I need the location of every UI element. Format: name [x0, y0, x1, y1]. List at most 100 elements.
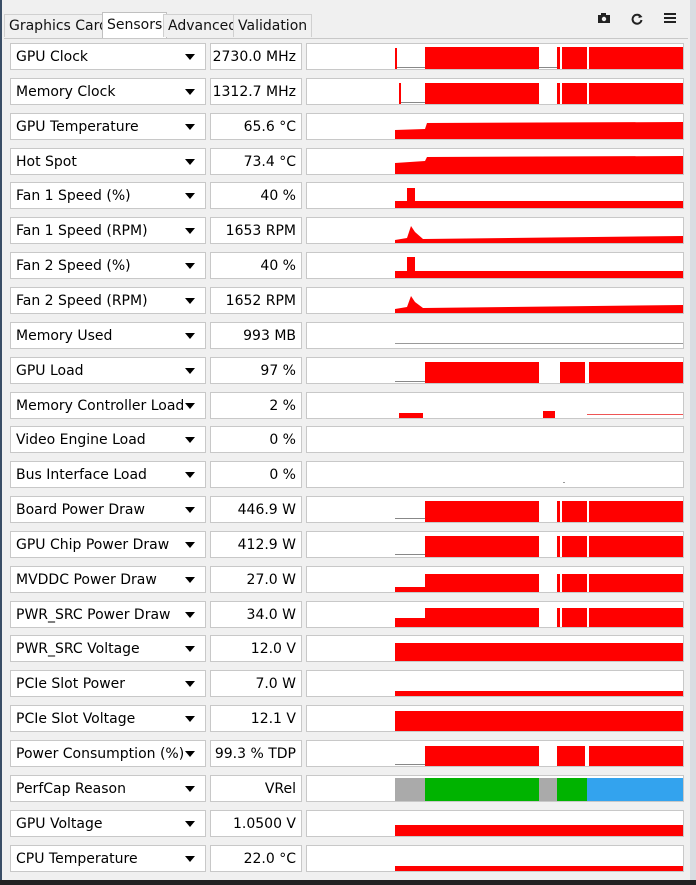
sensor-select[interactable]: Memory Clock	[10, 77, 206, 105]
hamburger-menu-icon[interactable]	[664, 12, 676, 28]
sensor-select[interactable]: GPU Temperature	[10, 112, 206, 140]
sensor-value: 1.0500 V	[232, 815, 296, 832]
sensor-graph[interactable]	[306, 426, 684, 454]
sensor-name: Board Power Draw	[16, 502, 145, 519]
sensor-value: 412.9 W	[237, 536, 296, 553]
sensor-row: PCIe Slot Power 7.0 W	[4, 667, 687, 701]
dropdown-arrow-icon[interactable]	[185, 855, 195, 862]
sensor-select[interactable]: Board Power Draw	[10, 496, 206, 524]
sensor-select[interactable]: Fan 2 Speed (%)	[10, 252, 206, 280]
sensor-row: Fan 1 Speed (RPM) 1653 RPM	[4, 214, 687, 248]
sensor-select[interactable]: PWR_SRC Voltage	[10, 635, 206, 663]
sensor-name: GPU Clock	[16, 49, 89, 65]
dropdown-arrow-icon[interactable]	[185, 611, 195, 618]
dropdown-arrow-icon[interactable]	[185, 123, 195, 130]
sensor-value-box: VRel	[210, 774, 302, 802]
sensor-value-box: 412.9 W	[210, 530, 302, 558]
sensor-name: Memory Controller Load	[16, 397, 185, 414]
sensor-row: Board Power Draw 446.9 W	[4, 493, 687, 527]
dropdown-arrow-icon[interactable]	[185, 541, 195, 548]
sensor-graph[interactable]	[306, 461, 684, 489]
sensor-graph-plot	[395, 824, 683, 836]
sensor-select[interactable]: Memory Controller Load	[10, 391, 206, 419]
sensor-graph[interactable]	[306, 844, 684, 872]
tab-validation[interactable]: Validation	[233, 14, 313, 37]
sensor-graph[interactable]	[306, 670, 684, 698]
sensor-select[interactable]: PerfCap Reason	[10, 774, 206, 802]
sensor-select[interactable]: Fan 2 Speed (RPM)	[10, 286, 206, 314]
dropdown-arrow-icon[interactable]	[185, 158, 195, 165]
sensor-select[interactable]: Hot Spot	[10, 147, 206, 175]
sensor-graph[interactable]	[306, 77, 684, 105]
sensor-graph-plot	[395, 711, 683, 732]
refresh-icon[interactable]	[630, 12, 644, 30]
sensor-select[interactable]: Bus Interface Load	[10, 461, 206, 489]
dropdown-arrow-icon[interactable]	[185, 507, 195, 514]
sensor-select[interactable]: GPU Chip Power Draw	[10, 530, 206, 558]
sensor-graph[interactable]	[306, 147, 684, 175]
sensor-graph[interactable]	[306, 530, 684, 558]
sensor-graph[interactable]	[306, 705, 684, 733]
sensor-graph-plot	[395, 607, 683, 627]
tab-sensors[interactable]: Sensors	[102, 12, 168, 38]
dropdown-arrow-icon[interactable]	[185, 402, 195, 409]
dropdown-arrow-icon[interactable]	[185, 646, 195, 653]
sensor-graph[interactable]	[306, 565, 684, 593]
dropdown-arrow-icon[interactable]	[185, 332, 195, 339]
sensor-graph-plot	[395, 188, 683, 209]
tab-advanced[interactable]: Advanced	[163, 14, 243, 37]
sensor-select[interactable]: GPU Clock	[10, 43, 206, 70]
sensor-select[interactable]: Fan 1 Speed (RPM)	[10, 217, 206, 245]
sensor-select[interactable]: MVDDC Power Draw	[10, 565, 206, 593]
tab-bar: Graphics Card Sensors Advanced Validatio…	[4, 12, 688, 39]
sensor-graph[interactable]	[306, 43, 684, 70]
sensor-graph[interactable]	[306, 182, 684, 210]
sensor-value-box: 27.0 W	[210, 565, 302, 593]
sensor-graph[interactable]	[306, 600, 684, 628]
sensor-graph[interactable]	[306, 321, 684, 349]
sensor-select[interactable]: GPU Voltage	[10, 809, 206, 837]
sensor-graph[interactable]	[306, 356, 684, 384]
dropdown-arrow-icon[interactable]	[185, 681, 195, 688]
dropdown-arrow-icon[interactable]	[185, 367, 195, 374]
sensor-graph[interactable]	[306, 496, 684, 524]
dropdown-arrow-icon[interactable]	[185, 751, 195, 757]
sensor-select[interactable]: Video Engine Load	[10, 426, 206, 454]
sensor-graph[interactable]	[306, 286, 684, 314]
sensor-graph[interactable]	[306, 774, 684, 802]
sensor-value-box: 7.0 W	[210, 670, 302, 698]
sensor-select[interactable]: Power Consumption (%)	[10, 740, 206, 767]
sensor-select[interactable]: Fan 1 Speed (%)	[10, 182, 206, 210]
dropdown-arrow-icon[interactable]	[185, 228, 195, 235]
dropdown-arrow-icon[interactable]	[185, 576, 195, 583]
sensor-select[interactable]: PWR_SRC Power Draw	[10, 600, 206, 628]
dropdown-arrow-icon[interactable]	[185, 472, 195, 479]
sensor-graph[interactable]	[306, 740, 684, 767]
sensor-select[interactable]: GPU Load	[10, 356, 206, 384]
dropdown-arrow-icon[interactable]	[185, 716, 195, 723]
sensor-select[interactable]: PCIe Slot Power	[10, 670, 206, 698]
dropdown-arrow-icon[interactable]	[185, 820, 195, 827]
sensor-select[interactable]: PCIe Slot Voltage	[10, 705, 206, 733]
tab-graphics-card[interactable]: Graphics Card	[4, 14, 114, 37]
sensor-graph[interactable]	[306, 391, 684, 419]
sensor-graph[interactable]	[306, 252, 684, 280]
dropdown-arrow-icon[interactable]	[185, 297, 195, 304]
dropdown-arrow-icon[interactable]	[185, 785, 195, 792]
dropdown-arrow-icon[interactable]	[185, 88, 195, 95]
sensor-value-box: 0 %	[210, 461, 302, 489]
sensor-graph[interactable]	[306, 217, 684, 245]
dropdown-arrow-icon[interactable]	[185, 54, 195, 60]
sensor-select[interactable]: Memory Used	[10, 321, 206, 349]
sensor-row: Memory Clock 1312.7 MHz	[4, 75, 687, 109]
dropdown-arrow-icon[interactable]	[185, 263, 195, 270]
camera-icon[interactable]	[597, 12, 611, 28]
sensor-select[interactable]: CPU Temperature	[10, 844, 206, 872]
window-left-border	[0, 0, 2, 885]
sensor-graph[interactable]	[306, 112, 684, 140]
sensor-value: 34.0 W	[246, 606, 296, 623]
sensor-graph[interactable]	[306, 809, 684, 837]
sensor-graph[interactable]	[306, 635, 684, 663]
dropdown-arrow-icon[interactable]	[185, 193, 195, 200]
dropdown-arrow-icon[interactable]	[185, 437, 195, 444]
